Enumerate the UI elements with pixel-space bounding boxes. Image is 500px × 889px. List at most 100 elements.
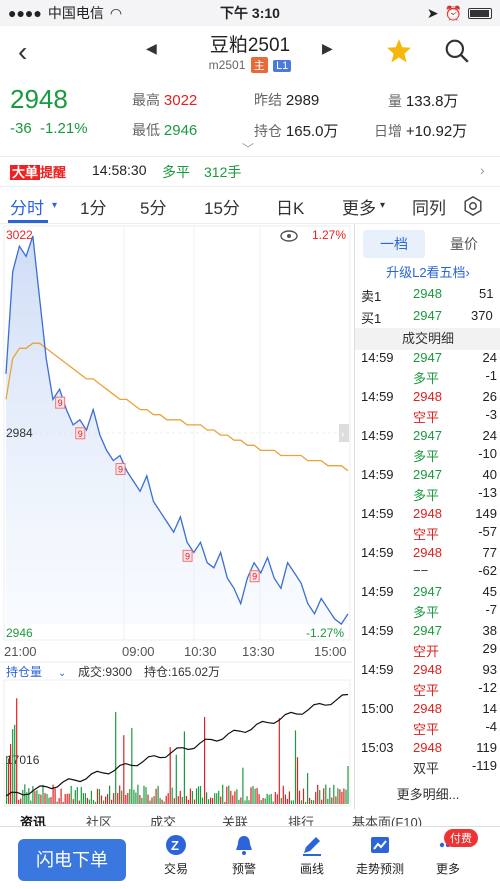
trade-price: 2948 [413,506,442,521]
timeshare-chart[interactable]: 9 9 9 9 9 3022 1.27% 2984 2946 -1.27% › 21:0… [0,224,352,809]
oi-value: 165.0万 [285,123,339,140]
alert-time: 14:58:30 [92,162,147,178]
nav-forecast[interactable]: 走势预测 [350,833,410,877]
signal-marker[interactable] [249,570,260,583]
volume-bar [96,788,99,804]
tab-1min[interactable]: 1分 [80,199,107,218]
volume-bar [147,794,149,804]
volume-bar [298,790,301,804]
trade-type: 空开 [413,644,440,659]
volume-bar [347,766,349,804]
tab-daily[interactable]: 日K [276,199,305,218]
forecast-icon [371,837,389,853]
signal-marker[interactable] [115,463,126,476]
tab-volume-price[interactable]: 量价 [450,236,478,252]
tab-related[interactable]: 关联 [222,815,249,826]
search-icon[interactable] [444,38,470,64]
signal-marker-label: 9 [252,572,257,582]
volume-bar [133,789,135,804]
tab-compare[interactable]: 同列 [412,199,446,218]
volume-bar [292,800,294,804]
bid-price: 2947 [413,308,442,323]
trade-price: 2948 [413,701,442,716]
sub-indicator-select[interactable]: 持仓量 [6,664,42,679]
trade-row: 14:59 2948 149 空平 -57 [355,506,500,546]
star-icon[interactable] [386,38,412,64]
volume-bar [197,786,200,804]
volume-bar [284,794,286,804]
sub-indicator-dropdown-icon[interactable]: ⌄ [58,668,66,679]
back-icon[interactable]: ‹ [18,36,28,67]
trade-type: 多平 [413,371,440,386]
bid-label: 买1 [361,311,382,326]
trade-delta: -57 [478,524,497,539]
nav-more-label: 更多 [435,862,460,876]
tab-15min[interactable]: 15分 [204,199,240,218]
volume-bar [345,789,347,804]
upgrade-l2-link[interactable]: 升级L2看五档› [386,265,470,280]
eye-icon[interactable] [280,230,298,242]
chart-area[interactable]: 9 9 9 9 9 3022 1.27% 2984 2946 -1.27% › 21:0… [0,224,352,809]
trade-row: 15:03 2948 119 双平 -119 [355,740,500,780]
expand-chevron-icon[interactable]: ﹀ [242,142,255,156]
volume-bar [272,801,274,804]
prev-symbol-icon[interactable]: ◀ [146,40,157,56]
tab-dropdown-icon[interactable]: ▾ [52,200,58,211]
volume-bar [234,791,236,804]
sub-volume: 成交:9300 [78,664,132,679]
volume-bar [90,790,92,804]
volume-bar [30,800,32,804]
big-order-alert[interactable]: 大单 提醒 14:58:30 多平 312手 › [0,158,500,184]
tab-ranking[interactable]: 排行 [288,815,315,826]
more-dropdown-icon[interactable]: ▾ [380,200,386,211]
settings-icon[interactable] [462,195,484,217]
flash-order-button[interactable]: 闪电下单 [18,839,126,881]
more-trades-link[interactable]: 更多明细... [396,787,460,802]
signal-marker[interactable] [55,396,66,409]
expand-handle[interactable] [339,424,349,442]
day-increase-field: 日增 +10.92万 [374,120,467,141]
tab-timeshare[interactable]: 分时 [10,199,44,218]
volume-bar [76,787,78,804]
alert-badge-1: 大单 [10,165,41,180]
tab-news[interactable]: 资讯 [20,815,47,826]
volume-bar [339,789,341,804]
volume-bar [86,797,88,804]
open-interest-line [5,693,349,797]
signal-marker[interactable] [182,549,193,562]
volume-bar [270,793,272,804]
volume-bar [22,789,24,804]
volume-bar [60,788,62,804]
tab-more[interactable]: 更多 [342,199,376,218]
volume-bar [309,797,311,804]
tab-fundamentals[interactable]: 基本面(F10) [352,815,423,826]
trade-detail-title: 成交明细 [355,328,500,350]
signal-marker-label: 9 [118,465,123,475]
trade-row: 15:00 2948 14 空平 -4 [355,701,500,741]
next-symbol-icon[interactable]: ▶ [322,40,333,56]
bottom-nav: 闪电下单 Z 交易 预警 画线 走势预测 更多 付费 [0,826,500,889]
volume-bar [286,798,288,804]
nav-alert[interactable]: 预警 [214,833,274,877]
volume-bar [6,755,8,804]
trade-row: 14:59 2948 93 空平 -12 [355,662,500,702]
volume-bar [100,795,103,804]
sub-oi: 持仓:165.02万 [144,664,220,679]
trade-price: 2947 [413,467,442,482]
trade-delta: -3 [485,407,497,422]
volume-bar [177,796,179,804]
nav-draw[interactable]: 画线 [282,833,342,877]
trade-row: 14:59 2947 24 多平 -10 [355,428,500,468]
tab-level1[interactable]: 一档 [363,230,425,258]
tab-deals[interactable]: 成交 [150,815,177,826]
signal-marker[interactable] [75,427,86,440]
x-label: 10:30 [184,644,217,659]
nav-trade[interactable]: Z 交易 [146,833,206,877]
trade-delta: 29 [482,641,497,656]
volume-bar [195,788,198,804]
volume-bar [44,793,46,804]
tab-community[interactable]: 社区 [86,815,113,826]
volume-bar [246,796,248,804]
trade-type: 空平 [413,410,440,425]
tab-5min[interactable]: 5分 [140,199,167,218]
